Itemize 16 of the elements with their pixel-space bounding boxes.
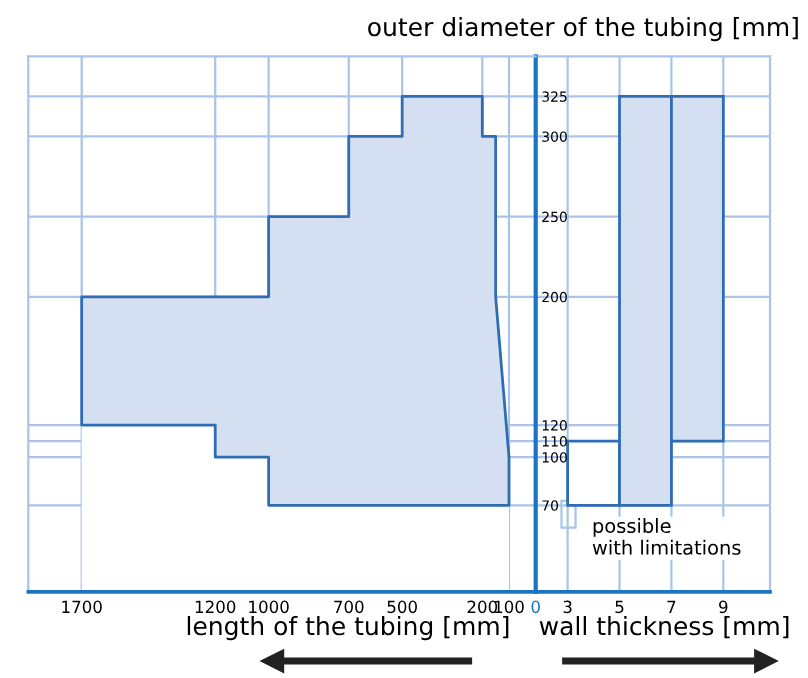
x-tick-label: 500 bbox=[387, 600, 417, 614]
x-axis-title: length of the tubing [mm] bbox=[187, 616, 509, 641]
x-tick-label: 1700 bbox=[62, 600, 102, 614]
x-tick-label: 200 bbox=[467, 600, 498, 614]
annotation: possible with limitations bbox=[592, 518, 741, 555]
x-tick-label: 7 bbox=[667, 600, 676, 613]
x-tick-label: 700 bbox=[334, 600, 364, 614]
x-tick-label: 0 bbox=[531, 600, 540, 614]
y-axis-title: outer diameter of the tubing [mm] bbox=[368, 16, 798, 42]
x-tick-label: 100 bbox=[494, 600, 524, 614]
x-tick-label: 1000 bbox=[249, 600, 289, 614]
x-tick-label: 1200 bbox=[195, 600, 236, 614]
x-tick-label: 5 bbox=[615, 600, 624, 614]
x-tick-label: 3 bbox=[563, 600, 572, 614]
x-tick-label: 9 bbox=[719, 600, 728, 614]
x-axis-title: wall thickness [mm] bbox=[539, 616, 789, 639]
